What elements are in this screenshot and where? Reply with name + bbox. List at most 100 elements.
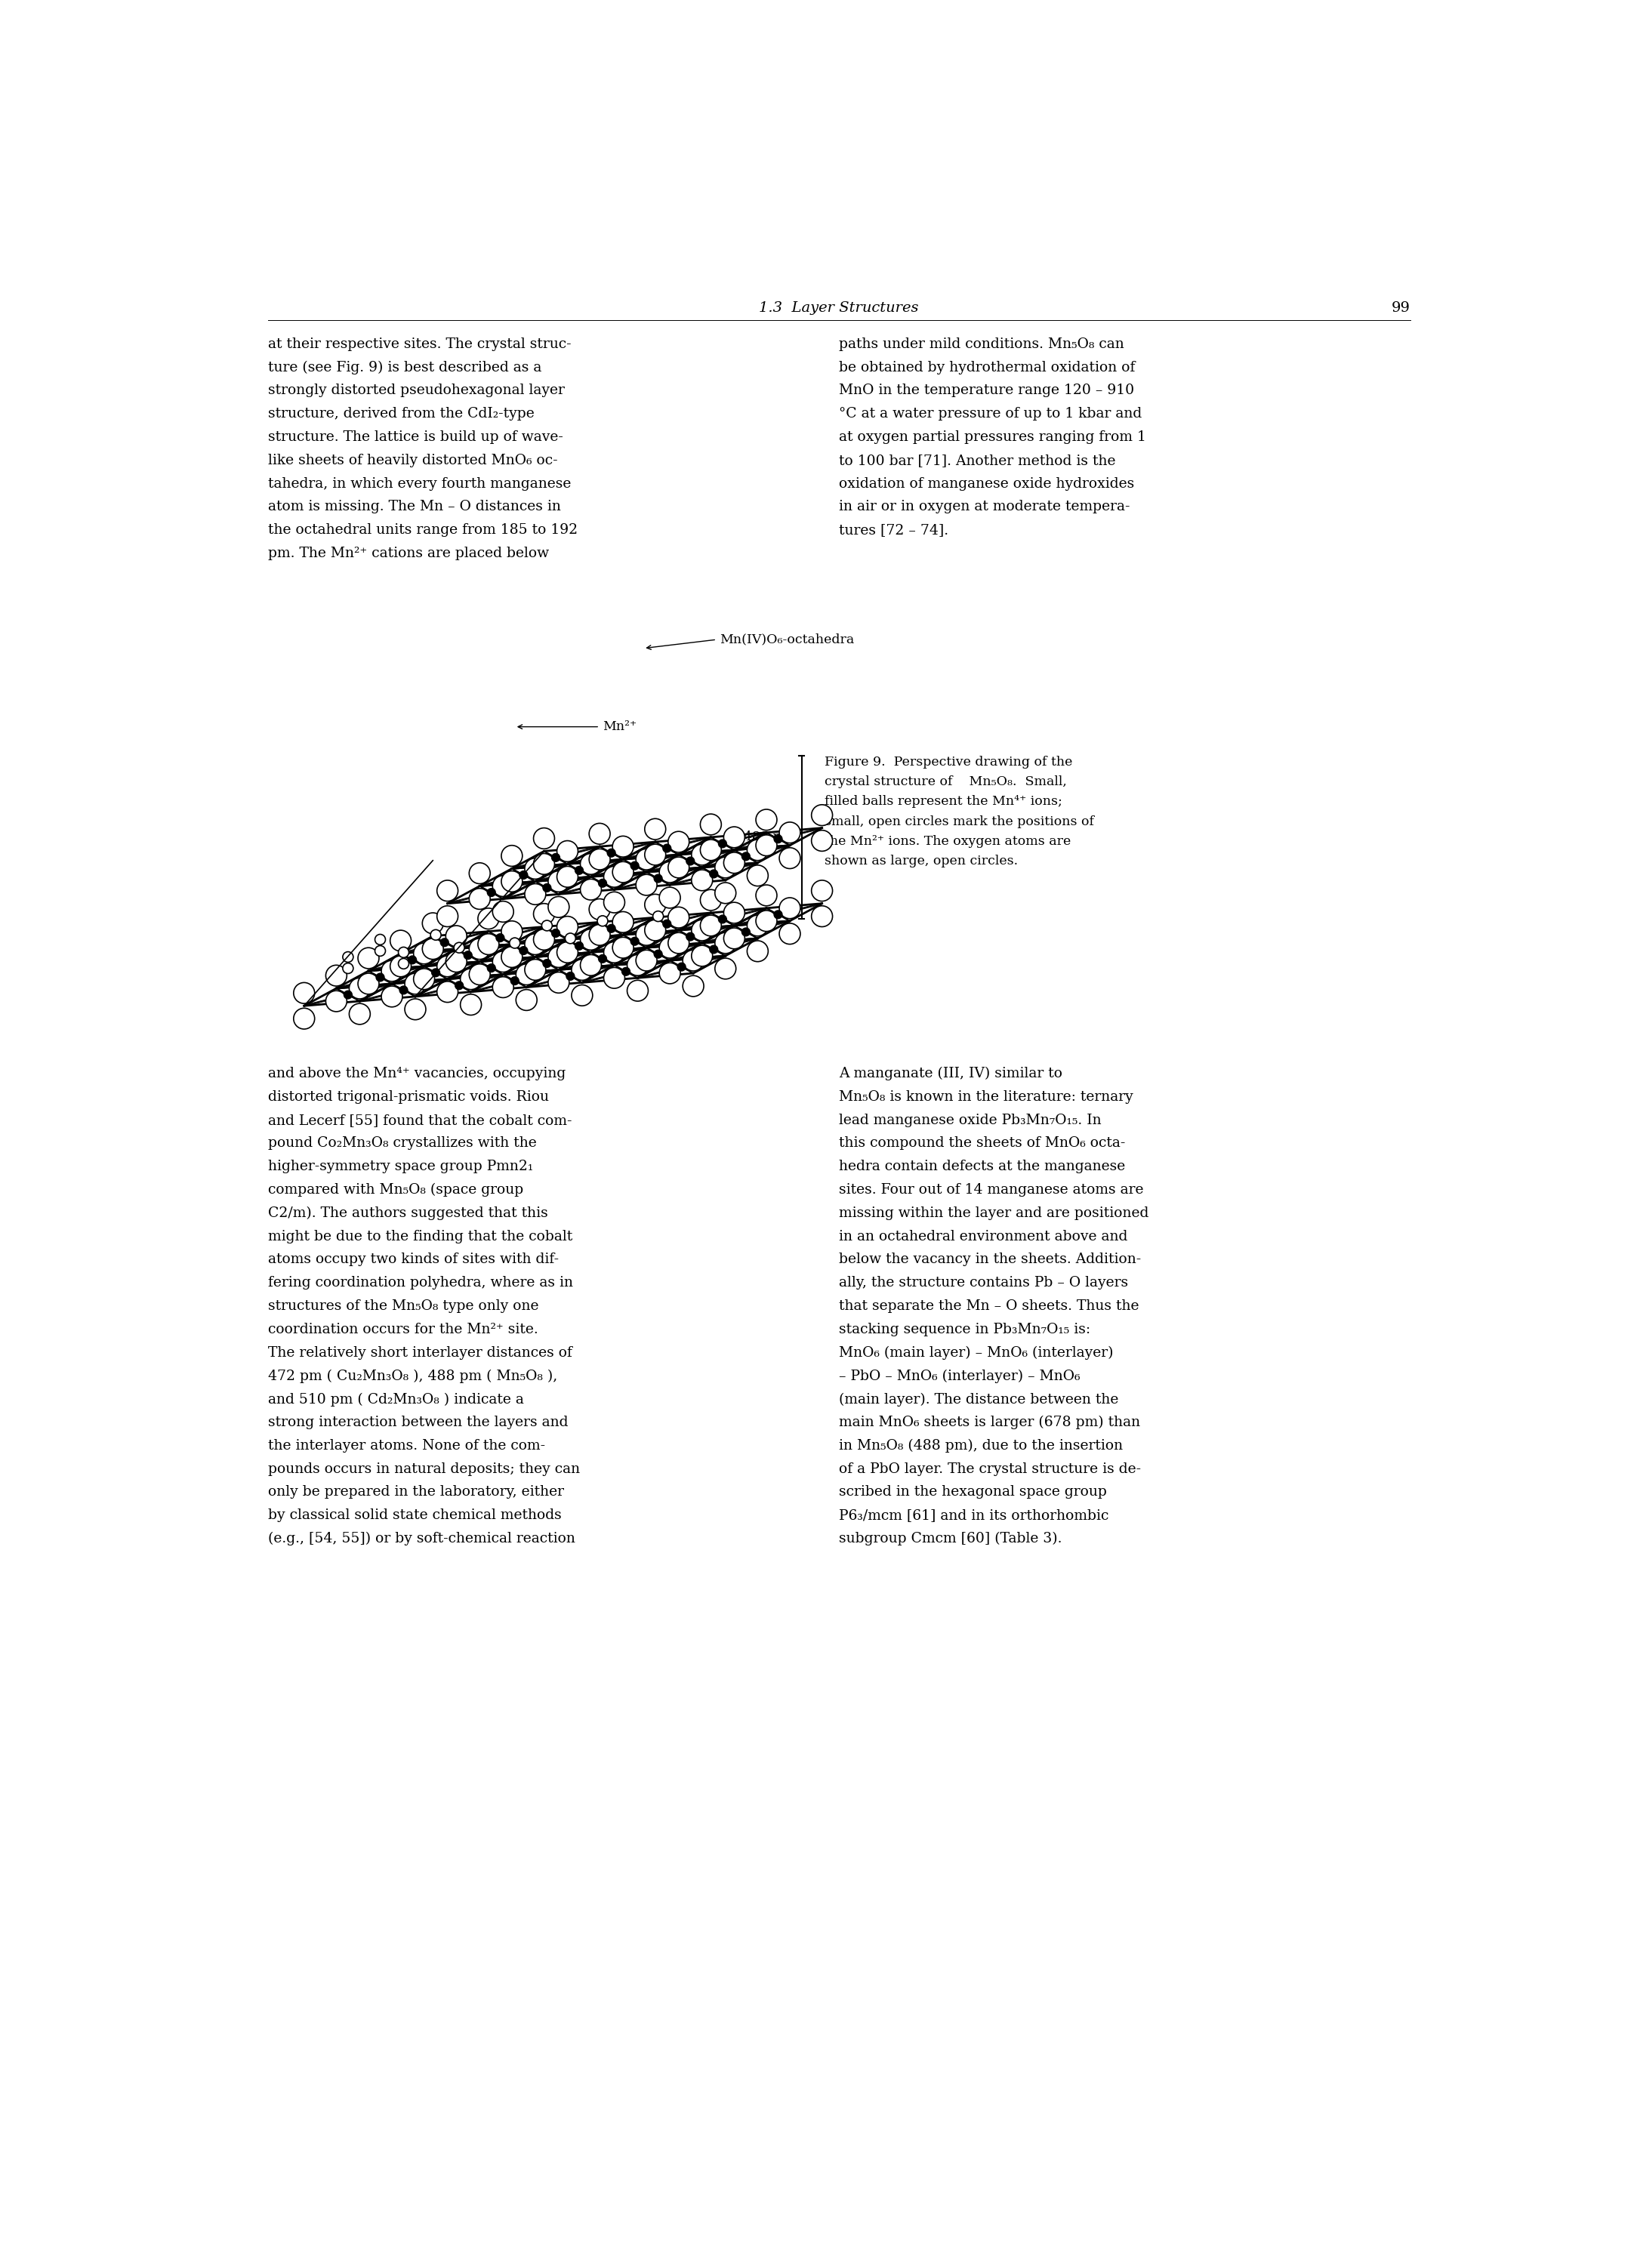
Text: filled balls represent the Mn⁴⁺ ions;: filled balls represent the Mn⁴⁺ ions; — [825, 796, 1062, 807]
Circle shape — [607, 848, 616, 857]
Circle shape — [719, 914, 727, 923]
Circle shape — [709, 871, 719, 878]
Circle shape — [470, 939, 489, 959]
Circle shape — [774, 835, 782, 844]
Circle shape — [607, 925, 616, 932]
Text: this compound the sheets of MnO₆ octa-: this compound the sheets of MnO₆ octa- — [838, 1136, 1125, 1150]
Text: ture (see Fig. 9) is best described as a: ture (see Fig. 9) is best described as a — [268, 361, 542, 374]
Text: tahedra, in which every fourth manganese: tahedra, in which every fourth manganese — [268, 476, 571, 490]
Circle shape — [812, 905, 833, 928]
Circle shape — [543, 885, 552, 891]
Circle shape — [377, 973, 385, 982]
Circle shape — [812, 830, 833, 850]
Text: structures of the Mn₅O₈ type only one: structures of the Mn₅O₈ type only one — [268, 1300, 539, 1313]
Circle shape — [511, 978, 519, 984]
Circle shape — [437, 982, 458, 1002]
Text: structure. The lattice is build up of wave-: structure. The lattice is build up of wa… — [268, 431, 563, 445]
Text: MnO₆ (main layer) – MnO₆ (interlayer): MnO₆ (main layer) – MnO₆ (interlayer) — [838, 1345, 1113, 1361]
Circle shape — [612, 912, 634, 932]
Circle shape — [390, 930, 411, 950]
Circle shape — [493, 950, 514, 973]
Circle shape — [668, 857, 689, 878]
Circle shape — [589, 823, 611, 844]
Text: Mn(IV)O₆-octahedra: Mn(IV)O₆-octahedra — [720, 633, 855, 646]
Circle shape — [599, 880, 607, 887]
Circle shape — [344, 991, 352, 998]
Circle shape — [543, 959, 552, 968]
Circle shape — [604, 968, 625, 989]
Circle shape — [501, 871, 522, 891]
Circle shape — [686, 932, 694, 941]
Circle shape — [598, 916, 607, 925]
Circle shape — [668, 832, 689, 853]
Circle shape — [501, 921, 522, 941]
Text: the Mn²⁺ ions. The oxygen atoms are: the Mn²⁺ ions. The oxygen atoms are — [825, 835, 1071, 848]
Circle shape — [293, 1009, 314, 1030]
Circle shape — [645, 921, 666, 941]
Text: fering coordination polyhedra, where as in: fering coordination polyhedra, where as … — [268, 1277, 573, 1290]
Text: °C at a water pressure of up to 1 kbar and: °C at a water pressure of up to 1 kbar a… — [838, 406, 1143, 420]
Circle shape — [390, 955, 411, 978]
Text: be obtained by hydrothermal oxidation of: be obtained by hydrothermal oxidation of — [838, 361, 1134, 374]
Text: Mn²⁺: Mn²⁺ — [602, 721, 637, 733]
Circle shape — [655, 950, 663, 957]
Circle shape — [525, 857, 545, 880]
Circle shape — [630, 937, 638, 946]
Circle shape — [812, 805, 833, 826]
Circle shape — [431, 930, 440, 941]
Text: atom is missing. The Mn – O distances in: atom is missing. The Mn – O distances in — [268, 499, 561, 513]
Circle shape — [627, 980, 648, 1000]
Circle shape — [552, 853, 560, 862]
Circle shape — [756, 810, 778, 830]
Circle shape — [470, 862, 489, 885]
Text: strong interaction between the layers and: strong interaction between the layers an… — [268, 1415, 568, 1429]
Text: hedra contain defects at the manganese: hedra contain defects at the manganese — [838, 1159, 1125, 1173]
Circle shape — [612, 862, 634, 882]
Circle shape — [746, 914, 768, 937]
Circle shape — [668, 932, 689, 953]
Circle shape — [565, 932, 576, 943]
Text: subgroup Cmcm [60] (Table 3).: subgroup Cmcm [60] (Table 3). — [838, 1531, 1062, 1547]
Circle shape — [678, 964, 686, 971]
Circle shape — [326, 966, 347, 987]
Circle shape — [548, 871, 570, 891]
Text: shown as large, open circles.: shown as large, open circles. — [825, 855, 1018, 866]
Circle shape — [779, 821, 800, 844]
Text: sites. Four out of 14 manganese atoms are: sites. Four out of 14 manganese atoms ar… — [838, 1184, 1144, 1198]
Circle shape — [579, 930, 601, 950]
Text: to 100 bar [71]. Another method is the: to 100 bar [71]. Another method is the — [838, 454, 1116, 467]
Circle shape — [548, 946, 570, 968]
Text: the interlayer atoms. None of the com-: the interlayer atoms. None of the com- — [268, 1438, 545, 1452]
Text: – PbO – MnO₆ (interlayer) – MnO₆: – PbO – MnO₆ (interlayer) – MnO₆ — [838, 1370, 1080, 1383]
Circle shape — [742, 853, 750, 860]
Text: (e.g., [54, 55]) or by soft-chemical reaction: (e.g., [54, 55]) or by soft-chemical rea… — [268, 1531, 575, 1547]
Circle shape — [516, 964, 537, 984]
Text: stacking sequence in Pb₃Mn₇O₁₅ is:: stacking sequence in Pb₃Mn₇O₁₅ is: — [838, 1322, 1090, 1336]
Text: coordination occurs for the Mn²⁺ site.: coordination occurs for the Mn²⁺ site. — [268, 1322, 539, 1336]
Circle shape — [579, 853, 601, 875]
Circle shape — [440, 939, 449, 946]
Circle shape — [445, 950, 467, 973]
Circle shape — [342, 953, 354, 962]
Circle shape — [470, 964, 489, 984]
Circle shape — [398, 959, 409, 968]
Text: that separate the Mn – O sheets. Thus the: that separate the Mn – O sheets. Thus th… — [838, 1300, 1139, 1313]
Text: 472 pm ( Cu₂Mn₃O₈ ), 488 pm ( Mn₅O₈ ),: 472 pm ( Cu₂Mn₃O₈ ), 488 pm ( Mn₅O₈ ), — [268, 1370, 557, 1383]
Text: compared with Mn₅O₈ (space group: compared with Mn₅O₈ (space group — [268, 1184, 524, 1198]
Circle shape — [691, 946, 712, 966]
Circle shape — [342, 964, 354, 973]
Text: and Lecerf [55] found that the cobalt com-: and Lecerf [55] found that the cobalt co… — [268, 1114, 571, 1127]
Circle shape — [604, 941, 625, 964]
Text: paths under mild conditions. Mn₅O₈ can: paths under mild conditions. Mn₅O₈ can — [838, 338, 1125, 352]
Circle shape — [630, 862, 638, 871]
Circle shape — [724, 853, 745, 873]
Circle shape — [534, 930, 555, 950]
Circle shape — [635, 925, 656, 946]
Text: pounds occurs in natural deposits; they can: pounds occurs in natural deposits; they … — [268, 1463, 579, 1476]
Text: only be prepared in the laboratory, either: only be prepared in the laboratory, eith… — [268, 1486, 563, 1499]
Circle shape — [437, 905, 458, 928]
Circle shape — [779, 898, 800, 919]
Text: Mn₅O₈ is known in the literature: ternary: Mn₅O₈ is known in the literature: ternar… — [838, 1091, 1133, 1105]
Circle shape — [398, 948, 409, 957]
Circle shape — [437, 880, 458, 900]
